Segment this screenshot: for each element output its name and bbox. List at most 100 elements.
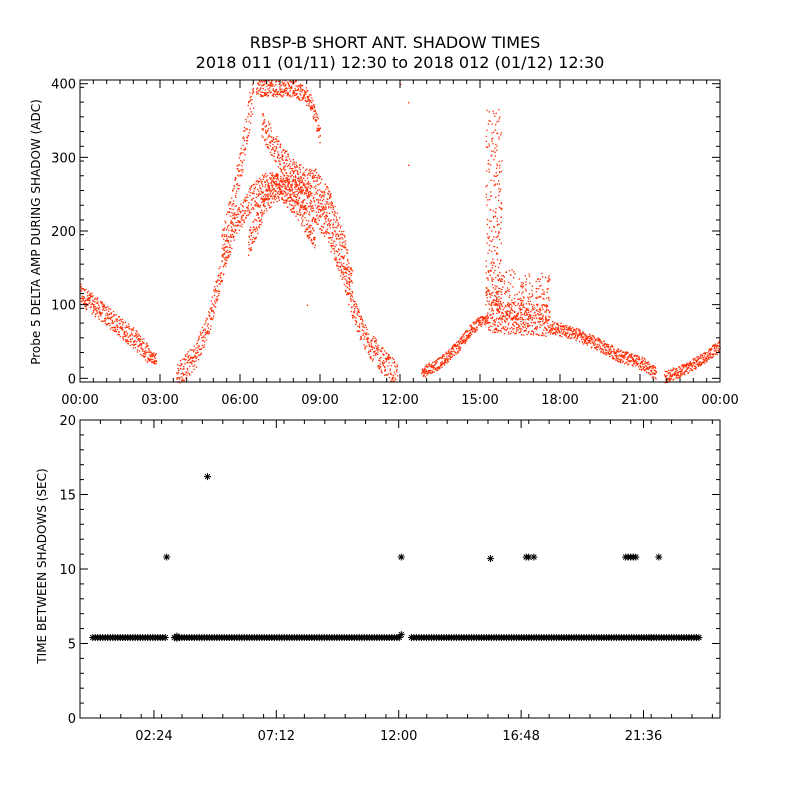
data-point [90,303,92,306]
data-point [241,165,243,167]
data-point [627,364,629,366]
data-point [81,288,83,291]
data-point [222,266,224,268]
data-point [539,321,541,323]
data-point [333,226,335,229]
data-point [430,369,432,372]
data-point [465,335,467,337]
data-point [616,359,618,362]
data-point [334,212,336,214]
data-point [536,288,538,290]
data-point [449,352,452,354]
data-point [490,220,492,222]
data-point [274,93,276,95]
data-point [188,358,191,360]
data-point [505,291,507,293]
data-point [386,357,389,359]
data-point [249,238,251,241]
data-point [135,330,137,332]
data-point [301,217,303,219]
data-point [267,121,270,123]
data-point [460,343,463,345]
data-point [258,90,260,92]
data-point [502,309,504,311]
data-point [501,207,503,210]
data-point [277,176,279,178]
data-point [143,356,145,358]
data-point [271,174,273,177]
data-point [580,332,582,334]
data-point [225,229,228,231]
data-point [339,241,341,244]
data-point [537,278,539,280]
data-point [268,204,270,207]
data-point [681,364,684,366]
data-point [515,322,518,324]
data-point [235,221,237,224]
data-point [364,324,367,326]
data-point [369,357,372,359]
data-point [88,294,90,296]
data-point [681,371,683,373]
data-point [323,190,325,193]
data-point [307,192,310,195]
data-point [333,252,336,255]
data-point [543,293,545,295]
data-point [270,181,272,184]
data-point [288,158,291,160]
data-point [331,203,333,205]
data-point [206,331,208,333]
data-point [296,169,298,171]
data-point [271,140,273,142]
data-point [632,359,635,361]
data-point [713,347,716,349]
data-point [512,310,514,312]
data-point [651,376,654,379]
data-point [287,189,289,191]
data-point [383,354,385,356]
data-point [496,293,498,295]
data-point [292,162,294,164]
data-point [242,209,244,212]
data-point [622,361,624,363]
data-point [342,238,344,240]
data-point [328,223,330,225]
data-point [523,330,525,332]
data-point [344,240,347,242]
data-point [345,289,347,292]
data-point [340,269,342,271]
data-point [466,336,468,339]
data-point [496,308,498,310]
data-point [285,83,287,85]
data-point [309,105,311,107]
data-point [351,270,354,272]
data-point [499,279,501,281]
data-point [309,227,311,229]
data-point [275,181,278,183]
data-point [642,367,644,370]
data-point [257,181,259,184]
data-point [603,346,606,348]
data-point [573,332,575,335]
data-point [525,303,528,305]
data-point [486,293,488,296]
data-point [304,204,306,207]
data-point [261,221,263,224]
data-point [238,164,241,166]
data-point [319,142,321,144]
outlier-point [400,83,402,85]
data-point [314,219,316,221]
data-point [121,318,124,321]
data-point [591,337,593,339]
data-point [519,307,521,309]
data-point [359,318,362,320]
data-point [387,356,390,358]
data-point [265,129,267,131]
data-point [302,96,305,98]
data-point [290,193,293,196]
data-point [285,187,288,189]
data-point [301,177,303,179]
data-point [225,240,227,242]
data-point [500,260,502,262]
data-point [342,246,344,248]
